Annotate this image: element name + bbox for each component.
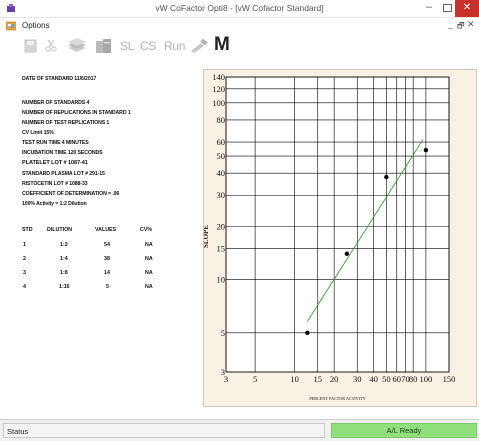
m-button[interactable]: M xyxy=(214,34,230,55)
row-std: 2 xyxy=(23,256,26,262)
status-text: Status xyxy=(7,427,29,436)
title-bar: vW CoFactor Opti8 - [vW Cofactor Standar… xyxy=(0,0,479,18)
toolbar: SL CS Run M xyxy=(0,34,479,58)
y-tick-label: 50 xyxy=(217,151,226,161)
report-coefficient: COEFFICIENT OF DETERMINATION = .96 xyxy=(22,191,120,197)
cs-button[interactable]: CS xyxy=(140,39,157,53)
row-dilution: 1:4 xyxy=(60,256,68,262)
report-replications-standard: NUMBER OF REPLICATIONS IN STANDARD 1 xyxy=(22,110,131,116)
x-tick-label: 60 xyxy=(393,374,402,384)
row-value: 14 xyxy=(104,270,110,276)
x-tick-label: 5 xyxy=(253,374,257,384)
save-icon[interactable] xyxy=(24,37,38,55)
y-tick-label: 10 xyxy=(217,275,226,285)
sl-button[interactable]: SL xyxy=(120,39,135,53)
y-tick-label: 100 xyxy=(212,98,225,108)
y-tick-label: 40 xyxy=(217,168,226,178)
child-close-button[interactable]: ✕ xyxy=(467,19,475,29)
chart-panel: 3 5 10 15 20 30 40 50 60 70 80 100 150 3 5 10 15 20 30 40 50… xyxy=(203,69,477,407)
y-tick-label: 5 xyxy=(221,328,225,338)
report-test-replications: NUMBER OF TEST REPLICATIONS 1 xyxy=(22,120,110,126)
y-tick-label: 120 xyxy=(212,84,225,94)
table-header-dilution: DILUTION xyxy=(47,227,73,233)
child-restore-button[interactable]: 🗗 xyxy=(457,21,465,30)
x-tick-label: 20 xyxy=(330,374,339,384)
y-tick-label: 80 xyxy=(217,115,226,125)
menu-bar: Options _ 🗗 ✕ xyxy=(0,18,479,34)
x-tick-label: 30 xyxy=(353,374,362,384)
scissors-icon[interactable] xyxy=(44,37,58,55)
report-ristocetin-lot: RISTOCETIN LOT # 1088-33 xyxy=(22,181,88,187)
close-button[interactable]: ✕ xyxy=(455,0,479,17)
data-point xyxy=(305,330,310,335)
row-std: 1 xyxy=(23,242,26,248)
report-plasma-lot: STANDARD PLASMA LOT # 291-15 xyxy=(22,171,105,177)
run-button[interactable]: Run xyxy=(164,39,186,53)
row-value: 5 xyxy=(106,284,109,290)
maximize-button[interactable] xyxy=(439,1,455,16)
row-value: 38 xyxy=(104,256,110,262)
status-bar: Status A/L Ready xyxy=(0,419,479,441)
y-tick-label: 60 xyxy=(217,137,226,147)
menu-options[interactable]: Options xyxy=(22,21,50,30)
report-date: DATE OF STANDARD 11/6/2017 xyxy=(22,76,97,82)
table-header-values: VALUES xyxy=(95,227,117,233)
x-tick-label: 40 xyxy=(369,374,378,384)
row-std: 4 xyxy=(23,284,26,290)
x-tick-label: 15 xyxy=(313,374,322,384)
data-point xyxy=(423,147,429,153)
report-incubation-time: INCUBATION TIME 120 SECONDS xyxy=(22,150,103,156)
x-tick-label: 3 xyxy=(224,374,228,384)
fit-line xyxy=(306,139,424,322)
report-activity: 100% Activity = 1:2 Dilution xyxy=(22,201,87,207)
app-icon xyxy=(7,4,15,12)
data-point xyxy=(384,174,389,180)
row-dilution: 1:2 xyxy=(60,242,68,248)
report-platelet-lot: PLATELET LOT # 1087-41 xyxy=(22,160,88,166)
pipette-icon[interactable] xyxy=(189,37,209,55)
table-header-std: STD xyxy=(22,227,33,233)
analyzer-status-badge: A/L Ready xyxy=(331,423,477,438)
child-minimize-button[interactable]: _ xyxy=(448,19,454,29)
document-icon xyxy=(6,21,16,31)
report-run-time: TEST RUN TIME 4 MINUTES xyxy=(22,140,89,146)
row-cv: NA xyxy=(145,242,153,248)
standard-curve-chart: 3 5 10 15 20 30 40 50 60 70 80 100 15035101520304050… xyxy=(204,72,456,401)
y-tick-label: 30 xyxy=(217,190,226,200)
x-tick-label: 150 xyxy=(443,374,456,384)
y-tick-label: 15 xyxy=(217,243,226,253)
stack-icon[interactable] xyxy=(66,37,88,55)
row-cv: NA xyxy=(145,256,153,262)
table-header-cv: CV% xyxy=(140,227,153,233)
row-dilution: 1:8 xyxy=(60,270,68,276)
y-tick-label: 3 xyxy=(221,367,225,377)
row-cv: NA xyxy=(145,270,153,276)
row-std: 3 xyxy=(23,270,26,276)
x-tick-label: 70 xyxy=(401,374,410,384)
y-tick-label: 20 xyxy=(217,221,226,231)
x-axis-label: PERCENT FACTOR ACTIVITY xyxy=(309,396,365,401)
plot-area xyxy=(225,76,450,373)
x-tick-label: 50 xyxy=(382,374,391,384)
report-cv-limit: CV Limit 15% xyxy=(22,130,54,136)
y-tick-label: 140 xyxy=(212,72,225,82)
books-icon[interactable] xyxy=(94,37,114,55)
report-number-standards: NUMBER OF STANDARDS 4 xyxy=(22,100,90,106)
minimize-button[interactable]: – xyxy=(425,1,433,13)
row-cv: NA xyxy=(145,284,153,290)
row-value: 54 xyxy=(104,242,110,248)
window-title: vW CoFactor Opti8 - [vW Cofactor Standar… xyxy=(155,3,324,13)
x-tick-label: 80 xyxy=(409,374,418,384)
x-tick-label: 100 xyxy=(420,374,433,384)
x-tick-label: 10 xyxy=(290,374,299,384)
row-dilution: 1:16 xyxy=(59,284,70,290)
data-point xyxy=(344,251,350,256)
status-panel: Status xyxy=(3,423,325,438)
y-axis-label: SLOPE xyxy=(204,225,210,248)
